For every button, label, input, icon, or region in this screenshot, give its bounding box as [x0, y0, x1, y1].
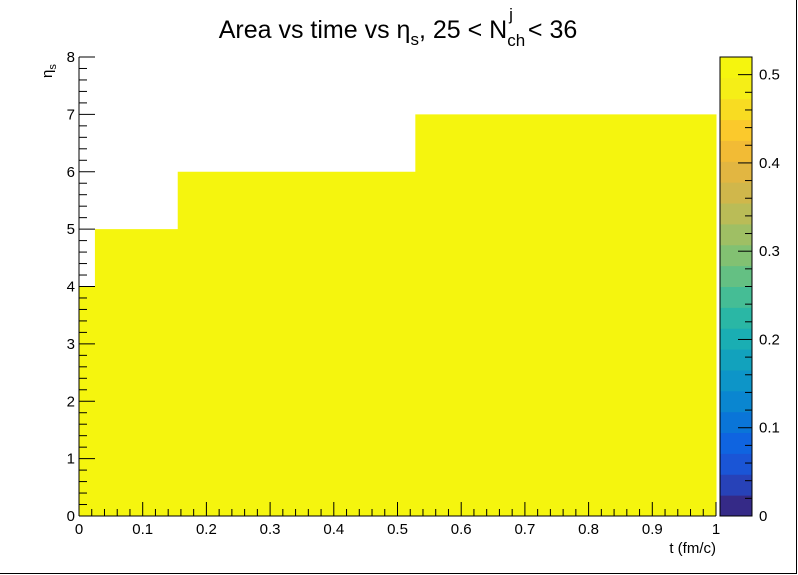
x-tick-label: 0.8	[578, 521, 599, 538]
color-scale-cell	[720, 369, 752, 392]
z-tick-label: 0.1	[759, 420, 780, 437]
chart-title-middle: , 25 < N	[419, 16, 507, 44]
color-scale-cell	[720, 411, 752, 434]
chart-title-main: Area vs time vs η	[219, 16, 411, 44]
y-axis-label: ηs	[39, 64, 59, 78]
x-tick-label: 0.5	[387, 521, 408, 538]
z-tick-label: 0.2	[759, 331, 780, 348]
chart-title-sub: ch	[507, 31, 525, 50]
color-scale-cell	[720, 453, 752, 475]
color-scale-cell	[720, 265, 752, 287]
region-step-2	[177, 171, 416, 516]
chart-title: Area vs time vs ηs, 25 < Nch j < 36	[219, 5, 578, 50]
color-scale-bar	[719, 56, 753, 517]
x-tick-label: 1	[712, 521, 720, 538]
y-tick-label: 4	[67, 279, 75, 296]
color-scale-cell	[720, 98, 752, 121]
x-tick-label: 0.6	[451, 521, 472, 538]
color-scale-cell	[720, 140, 752, 162]
y-tick-label: 3	[67, 336, 75, 353]
color-scale-cell	[720, 182, 752, 204]
color-scale-cell	[720, 119, 752, 141]
x-tick-label: 0.2	[196, 521, 217, 538]
y-tick-label: 2	[67, 393, 75, 410]
y-tick-label: 6	[67, 164, 75, 181]
chart-title-end: < 36	[521, 16, 577, 44]
region-step-1	[94, 229, 179, 516]
x-tick-label: 0.3	[260, 521, 281, 538]
color-scale-cell	[720, 328, 752, 350]
x-axis-label: t (fm/c)	[669, 540, 716, 557]
y-tick-label: 5	[67, 221, 75, 238]
y-tick-label: 8	[67, 49, 75, 66]
chart-title-sup: j	[508, 5, 513, 24]
x-tick-label: 0.1	[132, 521, 153, 538]
chart-title-main-sub: s	[410, 30, 419, 49]
color-scale-cell	[720, 77, 752, 100]
y-tick-label: 7	[67, 106, 75, 123]
x-tick-label: 0.9	[642, 521, 663, 538]
y-axis-label-main: η	[39, 70, 56, 78]
y-tick-label: 0	[67, 508, 75, 525]
plot-region	[79, 114, 717, 516]
x-tick-label: 0.7	[514, 521, 535, 538]
x-tick-label: 0	[75, 521, 83, 538]
y-tick-label: 1	[67, 451, 75, 468]
color-scale-cell	[720, 432, 752, 454]
color-scale-cell	[720, 307, 752, 329]
region-step-3	[415, 114, 717, 516]
color-scale-cell	[720, 161, 752, 183]
color-scale-cell	[720, 474, 752, 496]
z-tick-label: 0	[759, 508, 767, 525]
x-tick-label: 0.4	[323, 521, 344, 538]
color-scale-cell	[720, 57, 752, 79]
color-scale-cell	[720, 390, 752, 413]
color-scale-cell	[720, 495, 752, 517]
z-tick-label: 0.4	[759, 155, 780, 172]
y-axis-label-sub: s	[47, 64, 59, 70]
color-scale-cell	[720, 286, 752, 308]
color-scale-cell	[720, 244, 752, 267]
z-tick-label: 0.3	[759, 243, 780, 260]
x-axis-ticks: 0 0.1 0.2 0.3 0.4 0.5 0.6 0.7 0.8 0.9 1	[75, 502, 720, 538]
color-scale-cell	[720, 203, 752, 225]
color-scale-cell	[720, 223, 752, 246]
z-tick-label: 0.5	[759, 67, 780, 84]
y-axis-ticks: 0 1 2 3 4 5 6 7 8	[67, 49, 95, 525]
color-scale-ticks: 0 0.1 0.2 0.3 0.4 0.5	[738, 56, 780, 525]
color-scale-cell	[720, 349, 752, 371]
